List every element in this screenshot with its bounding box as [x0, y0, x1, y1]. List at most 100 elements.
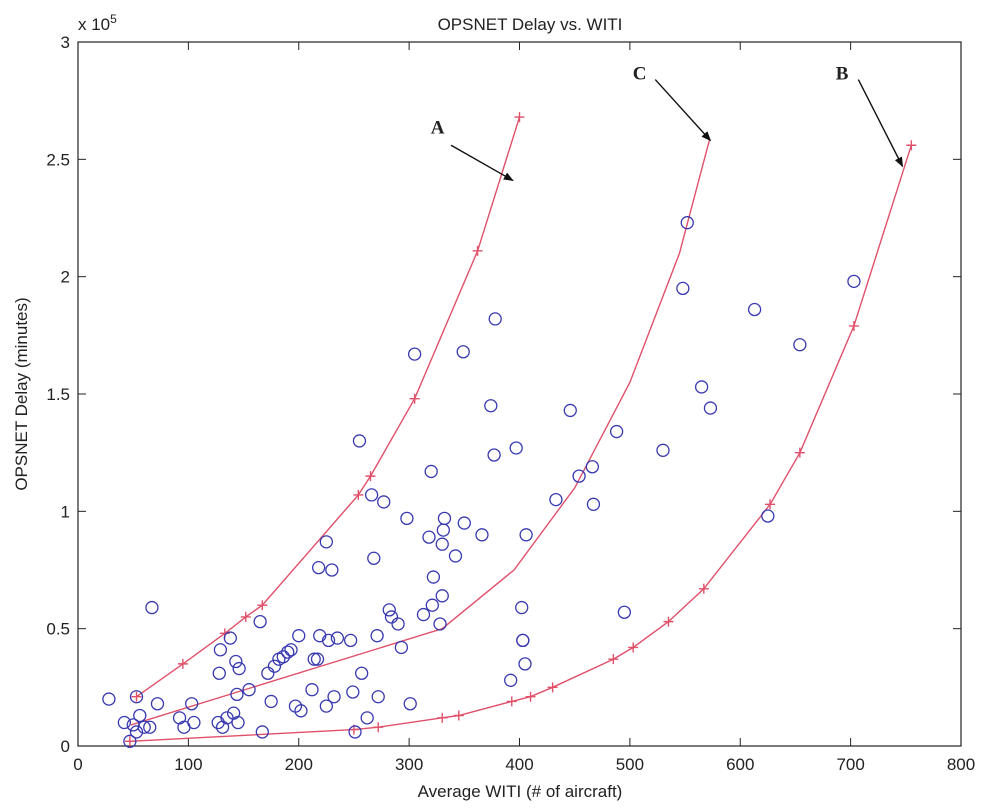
scatter-point	[321, 633, 336, 648]
scatter-point	[360, 711, 374, 725]
scatter-point	[267, 659, 282, 673]
x-tick-label: 800	[947, 755, 975, 774]
scatter-point	[150, 697, 165, 711]
scatter-point	[364, 488, 379, 502]
scatter-point	[145, 600, 159, 615]
scatter-point	[143, 720, 157, 734]
scatter-point	[456, 345, 470, 359]
scatter-point	[242, 683, 256, 697]
scatter-point	[371, 690, 385, 704]
x-axis: 0 100 200 300 400 500 600 700 800	[73, 42, 975, 774]
scatter-point	[457, 516, 471, 530]
scatter-point	[367, 551, 381, 565]
x-tick-label: 700	[836, 755, 864, 774]
scatter-point	[761, 509, 775, 523]
x-tick-label: 500	[616, 755, 644, 774]
scatter-point	[384, 610, 399, 624]
scatter-point	[102, 692, 116, 706]
scatter-point	[609, 424, 624, 439]
curve-a-marker	[257, 600, 268, 611]
y-tick-label: 3	[61, 33, 70, 52]
scatter-point	[348, 725, 362, 739]
curve-c-line	[130, 140, 710, 726]
scatter-point	[187, 715, 201, 730]
chart-title: OPSNET Delay vs. WITI	[438, 15, 623, 34]
y-tick-label: 1.5	[46, 385, 70, 404]
curve-a-line	[136, 116, 521, 698]
y-axis: 0 0.5 1 1.5 2 2.5 3	[46, 33, 961, 756]
y-axis-label: OPSNET Delay (minutes)	[12, 297, 31, 490]
annotation-label-a: A	[431, 118, 445, 139]
scatter-point	[407, 347, 422, 361]
scatter-point	[310, 652, 325, 666]
curve-a-marker	[353, 489, 364, 500]
curve-a-marker	[240, 611, 251, 622]
scatter-point	[223, 631, 237, 645]
scatter-point	[129, 725, 144, 739]
curve-a-marker	[472, 245, 483, 256]
scatter-point	[229, 654, 243, 669]
y-tick-label: 0.5	[46, 620, 70, 639]
scatter-point	[400, 511, 414, 526]
scatter-point	[656, 443, 670, 457]
scatter-point	[232, 661, 246, 676]
scatter-point	[220, 711, 234, 725]
scatter-point	[305, 683, 319, 697]
scatter-point	[433, 617, 447, 631]
curve-b-marker	[698, 583, 709, 594]
curve-b-marker	[794, 447, 805, 458]
scatter-point	[549, 492, 563, 507]
scatter-point	[475, 528, 489, 542]
curve-a-marker	[514, 112, 525, 123]
scatter-point	[425, 598, 439, 612]
scatter-point	[370, 629, 384, 643]
scatter-point	[435, 537, 449, 551]
scatter-point	[617, 605, 632, 619]
scatter-point	[123, 734, 137, 748]
scatter-point	[518, 657, 532, 671]
scatter-point	[346, 685, 360, 699]
scatter-point	[230, 687, 244, 702]
curve-b-marker	[906, 140, 917, 151]
scatter-point	[509, 441, 523, 455]
scatter-point	[276, 650, 290, 664]
scatter-point	[255, 725, 269, 739]
x-tick-label: 100	[174, 755, 202, 774]
x-tick-label: 400	[505, 755, 533, 774]
scatter-point	[680, 216, 694, 230]
scatter-point	[694, 380, 709, 394]
scatter-point	[281, 645, 295, 659]
y-exponent-label: x 105	[78, 12, 117, 34]
scatter-point	[516, 633, 530, 648]
scatter-point	[253, 614, 267, 629]
scatter-point	[264, 694, 278, 709]
scatter-point	[231, 715, 245, 730]
scatter-point	[307, 652, 321, 666]
scatter-point	[585, 460, 599, 474]
scatter-point	[382, 603, 396, 617]
scatter-points	[102, 216, 861, 748]
x-tick-label: 300	[395, 755, 423, 774]
x-tick-label: 600	[726, 755, 754, 774]
curve-a-marker	[409, 393, 420, 404]
scatter-point	[488, 312, 502, 326]
y-exponent-power: 5	[110, 12, 117, 26]
scatter-point	[212, 666, 226, 680]
curve-b-marker	[608, 654, 619, 665]
curve-b-marker	[765, 499, 776, 510]
curve-b-marker	[848, 320, 859, 331]
scatter-point	[487, 448, 501, 462]
scatter-point	[355, 666, 369, 680]
y-tick-label: 1	[61, 502, 70, 521]
scatter-point	[416, 607, 431, 622]
scatter-point	[747, 302, 762, 317]
scatter-point	[325, 563, 339, 577]
scatter-point	[519, 528, 533, 542]
scatter-point	[319, 535, 333, 549]
annotation-arrow-b	[857, 79, 904, 168]
y-tick-label: 2	[61, 268, 70, 287]
curve-b-marker	[628, 642, 639, 653]
annotation-arrow-c	[654, 79, 712, 142]
scatter-point	[137, 720, 151, 734]
curve-b-marker	[124, 736, 135, 747]
